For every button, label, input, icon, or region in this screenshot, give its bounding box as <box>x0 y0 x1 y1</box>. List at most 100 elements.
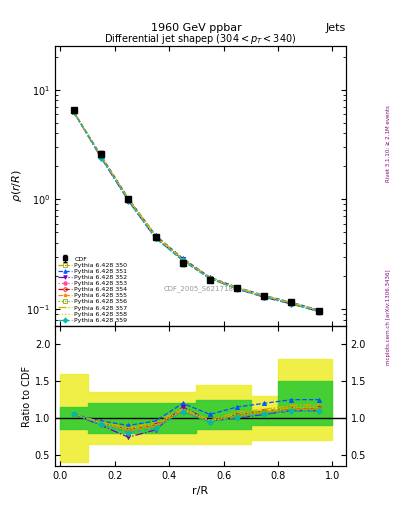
Title: Differential jet shapep $(304 < p_T < 340)$: Differential jet shapep $(304 < p_T < 34… <box>104 32 297 46</box>
Pythia 6.428 353 <box>262 293 267 300</box>
Pythia 6.428 359 <box>99 155 104 161</box>
Line: Pythia 6.428 355: Pythia 6.428 355 <box>72 111 321 313</box>
Text: 1960 GeV ppbar: 1960 GeV ppbar <box>151 23 242 33</box>
Line: Pythia 6.428 351: Pythia 6.428 351 <box>72 111 321 312</box>
Pythia 6.428 358 <box>262 293 267 299</box>
Pythia 6.428 357 <box>126 196 131 202</box>
Pythia 6.428 351 <box>208 274 212 280</box>
Pythia 6.428 355 <box>153 234 158 241</box>
Pythia 6.428 356 <box>153 234 158 241</box>
Pythia 6.428 352 <box>99 155 104 161</box>
Pythia 6.428 352 <box>208 275 212 281</box>
Pythia 6.428 354 <box>289 301 294 307</box>
Text: Jets: Jets <box>325 23 346 33</box>
Pythia 6.428 352 <box>289 301 294 307</box>
Pythia 6.428 354 <box>72 110 76 116</box>
Pythia 6.428 354 <box>208 275 212 282</box>
Pythia 6.428 355 <box>289 301 294 307</box>
Pythia 6.428 353 <box>316 308 321 314</box>
Pythia 6.428 355 <box>72 110 76 116</box>
Line: Pythia 6.428 357: Pythia 6.428 357 <box>74 113 319 310</box>
Pythia 6.428 358 <box>126 196 131 202</box>
Pythia 6.428 359 <box>153 236 158 242</box>
Line: Pythia 6.428 359: Pythia 6.428 359 <box>72 111 321 313</box>
Legend: CDF, Pythia 6.428 350, Pythia 6.428 351, Pythia 6.428 352, Pythia 6.428 353, Pyt: CDF, Pythia 6.428 350, Pythia 6.428 351,… <box>57 255 129 324</box>
Pythia 6.428 356 <box>235 285 239 291</box>
Pythia 6.428 354 <box>153 233 158 240</box>
Pythia 6.428 350 <box>180 258 185 264</box>
Pythia 6.428 351 <box>153 232 158 239</box>
Text: CDF_2005_S6217184: CDF_2005_S6217184 <box>163 286 238 292</box>
Pythia 6.428 355 <box>208 275 212 282</box>
Pythia 6.428 350 <box>235 285 239 291</box>
Pythia 6.428 355 <box>180 257 185 263</box>
Pythia 6.428 353 <box>126 197 131 203</box>
Pythia 6.428 352 <box>235 286 239 292</box>
Pythia 6.428 352 <box>126 198 131 204</box>
Pythia 6.428 351 <box>99 153 104 159</box>
Pythia 6.428 353 <box>208 275 212 281</box>
Pythia 6.428 358 <box>316 308 321 314</box>
Pythia 6.428 357 <box>72 110 76 116</box>
Pythia 6.428 354 <box>316 308 321 314</box>
Y-axis label: $\rho(r/R)$: $\rho(r/R)$ <box>9 169 24 202</box>
Pythia 6.428 359 <box>262 294 267 300</box>
Pythia 6.428 350 <box>72 110 76 116</box>
Pythia 6.428 354 <box>99 154 104 160</box>
Pythia 6.428 355 <box>316 308 321 314</box>
Pythia 6.428 351 <box>262 292 267 298</box>
Pythia 6.428 352 <box>262 294 267 301</box>
Pythia 6.428 357 <box>153 232 158 239</box>
Text: Rivet 3.1.10; ≥ 2.1M events: Rivet 3.1.10; ≥ 2.1M events <box>386 105 391 182</box>
Pythia 6.428 357 <box>208 274 212 281</box>
Pythia 6.428 357 <box>235 285 239 291</box>
Pythia 6.428 358 <box>289 300 294 306</box>
Pythia 6.428 357 <box>262 293 267 299</box>
Line: Pythia 6.428 350: Pythia 6.428 350 <box>72 111 321 312</box>
Pythia 6.428 350 <box>262 293 267 300</box>
Pythia 6.428 355 <box>126 197 131 203</box>
Pythia 6.428 350 <box>153 233 158 240</box>
Pythia 6.428 353 <box>235 285 239 291</box>
Pythia 6.428 353 <box>72 110 76 116</box>
Pythia 6.428 357 <box>180 256 185 262</box>
Pythia 6.428 357 <box>316 307 321 313</box>
Pythia 6.428 359 <box>180 258 185 264</box>
Pythia 6.428 356 <box>289 300 294 306</box>
Pythia 6.428 353 <box>153 234 158 241</box>
Pythia 6.428 356 <box>180 257 185 263</box>
Line: Pythia 6.428 353: Pythia 6.428 353 <box>72 111 321 313</box>
Pythia 6.428 350 <box>99 154 104 160</box>
Pythia 6.428 352 <box>316 308 321 314</box>
Pythia 6.428 353 <box>180 257 185 263</box>
Pythia 6.428 358 <box>180 257 185 263</box>
Pythia 6.428 351 <box>126 196 131 202</box>
Pythia 6.428 351 <box>289 299 294 305</box>
Text: mcplots.cern.ch [arXiv:1306.3436]: mcplots.cern.ch [arXiv:1306.3436] <box>386 270 391 365</box>
Pythia 6.428 357 <box>289 300 294 306</box>
Pythia 6.428 356 <box>72 110 76 116</box>
Pythia 6.428 354 <box>262 293 267 299</box>
Pythia 6.428 354 <box>235 285 239 291</box>
X-axis label: r/R: r/R <box>192 486 209 496</box>
Pythia 6.428 350 <box>316 307 321 313</box>
Line: Pythia 6.428 352: Pythia 6.428 352 <box>72 111 321 313</box>
Pythia 6.428 354 <box>126 196 131 202</box>
Pythia 6.428 356 <box>262 293 267 300</box>
Pythia 6.428 350 <box>126 196 131 202</box>
Pythia 6.428 358 <box>99 154 104 160</box>
Pythia 6.428 358 <box>72 110 76 116</box>
Pythia 6.428 353 <box>289 301 294 307</box>
Pythia 6.428 351 <box>180 255 185 261</box>
Pythia 6.428 352 <box>180 256 185 262</box>
Pythia 6.428 359 <box>235 286 239 292</box>
Pythia 6.428 355 <box>262 293 267 300</box>
Pythia 6.428 352 <box>153 236 158 242</box>
Line: Pythia 6.428 354: Pythia 6.428 354 <box>72 111 321 313</box>
Pythia 6.428 351 <box>72 110 76 116</box>
Pythia 6.428 351 <box>316 307 321 313</box>
Pythia 6.428 358 <box>235 285 239 291</box>
Pythia 6.428 356 <box>316 308 321 314</box>
Pythia 6.428 354 <box>180 257 185 263</box>
Pythia 6.428 353 <box>99 154 104 160</box>
